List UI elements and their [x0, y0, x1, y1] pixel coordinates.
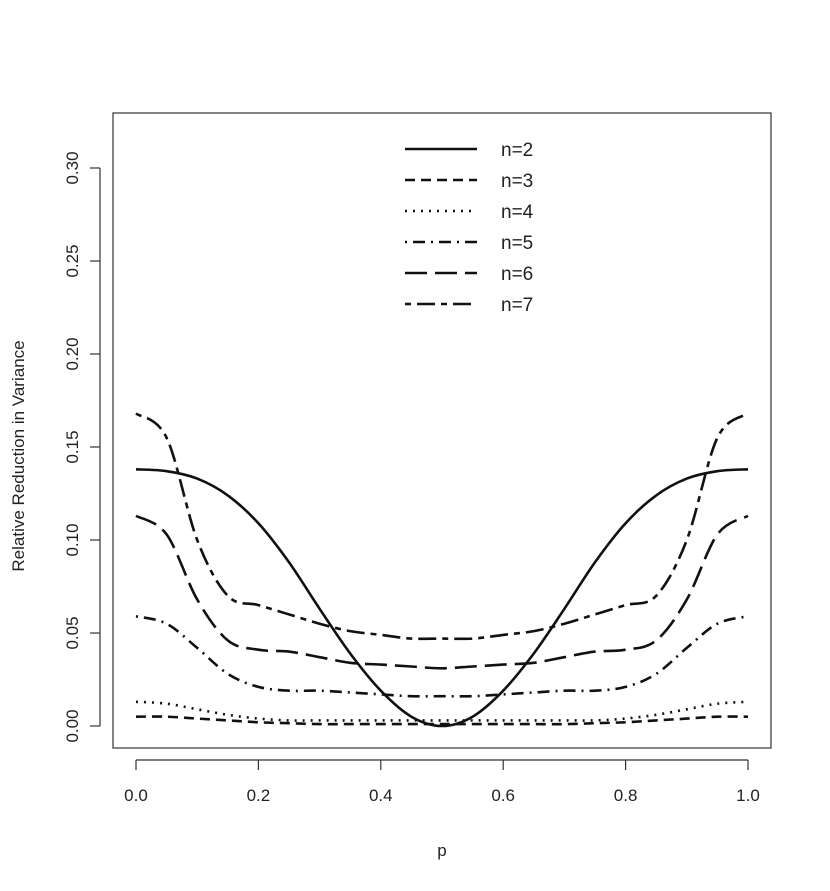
legend-label: n=2 — [501, 140, 533, 161]
x-axis: 0.0 0.2 0.4 0.6 0.8 1.0 — [124, 759, 760, 805]
x-tick-label: 1.0 — [736, 786, 760, 805]
y-axis-title: Relative Reduction in Variance — [9, 340, 28, 571]
x-tick-label: 0.6 — [491, 786, 515, 805]
y-tick-label: 0.05 — [63, 616, 82, 649]
series-line-n=4 — [135, 700, 749, 722]
x-tick-label: 0.8 — [614, 786, 638, 805]
y-tick-label: 0.10 — [63, 523, 82, 556]
y-axis: 0.00 0.05 0.10 0.15 0.20 0.25 0.30 — [63, 151, 101, 743]
y-tick-label: 0.00 — [63, 709, 82, 742]
y-tick-label: 0.20 — [63, 337, 82, 370]
legend-label: n=7 — [501, 295, 533, 316]
series-line-n=6 — [135, 514, 749, 670]
series-line-n=7 — [135, 412, 749, 641]
legend-label: n=3 — [501, 171, 533, 192]
series-line-n=2 — [135, 468, 749, 728]
y-tick-label: 0.25 — [63, 244, 82, 277]
series-lines — [135, 412, 749, 728]
series-line-n=3 — [135, 715, 749, 726]
legend: n=2 n=3 n=4 n=5 n=6 n=7 — [405, 140, 534, 316]
x-tick-label: 0.4 — [369, 786, 393, 805]
legend-label: n=5 — [501, 233, 533, 254]
y-tick-label: 0.30 — [63, 151, 82, 184]
x-tick-label: 0.0 — [124, 786, 148, 805]
legend-label: n=6 — [501, 264, 533, 285]
x-tick-label: 0.2 — [247, 786, 271, 805]
legend-label: n=4 — [501, 202, 534, 223]
series-line-n=5 — [135, 615, 749, 698]
plot-frame — [112, 112, 772, 749]
x-axis-title: p — [437, 841, 446, 860]
y-tick-label: 0.15 — [63, 430, 82, 463]
